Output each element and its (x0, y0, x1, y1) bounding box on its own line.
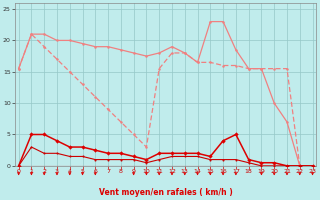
X-axis label: Vent moyen/en rafales ( km/h ): Vent moyen/en rafales ( km/h ) (99, 188, 232, 197)
